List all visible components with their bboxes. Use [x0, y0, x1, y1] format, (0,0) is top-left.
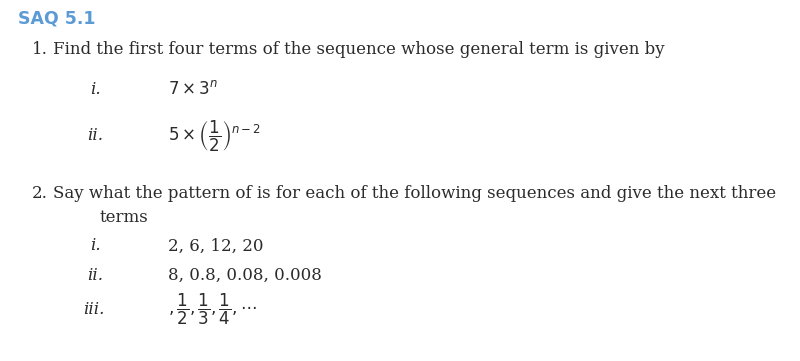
- Text: $5 \times \left(\dfrac{1}{2}\right)^{n-2}$: $5 \times \left(\dfrac{1}{2}\right)^{n-2…: [168, 118, 261, 153]
- Text: 2.: 2.: [32, 184, 48, 201]
- Text: 1.: 1.: [32, 42, 48, 58]
- Text: terms: terms: [100, 209, 149, 226]
- Text: ii.: ii.: [87, 266, 103, 283]
- Text: 8, 0.8, 0.08, 0.008: 8, 0.8, 0.08, 0.008: [168, 266, 322, 283]
- Text: i.: i.: [90, 238, 101, 255]
- Text: $7 \times 3^{n}$: $7 \times 3^{n}$: [168, 80, 218, 98]
- Text: i.: i.: [90, 81, 101, 97]
- Text: 2, 6, 12, 20: 2, 6, 12, 20: [168, 238, 263, 255]
- Text: ii.: ii.: [87, 127, 103, 144]
- Text: SAQ 5.1: SAQ 5.1: [18, 9, 95, 27]
- Text: Say what the pattern of is for each of the following sequences and give the next: Say what the pattern of is for each of t…: [53, 184, 776, 201]
- Text: iii.: iii.: [83, 300, 104, 318]
- Text: $,\dfrac{1}{2},\dfrac{1}{3},\dfrac{1}{4},\cdots$: $,\dfrac{1}{2},\dfrac{1}{3},\dfrac{1}{4}…: [168, 291, 257, 327]
- Text: Find the first four terms of the sequence whose general term is given by: Find the first four terms of the sequenc…: [53, 42, 665, 58]
